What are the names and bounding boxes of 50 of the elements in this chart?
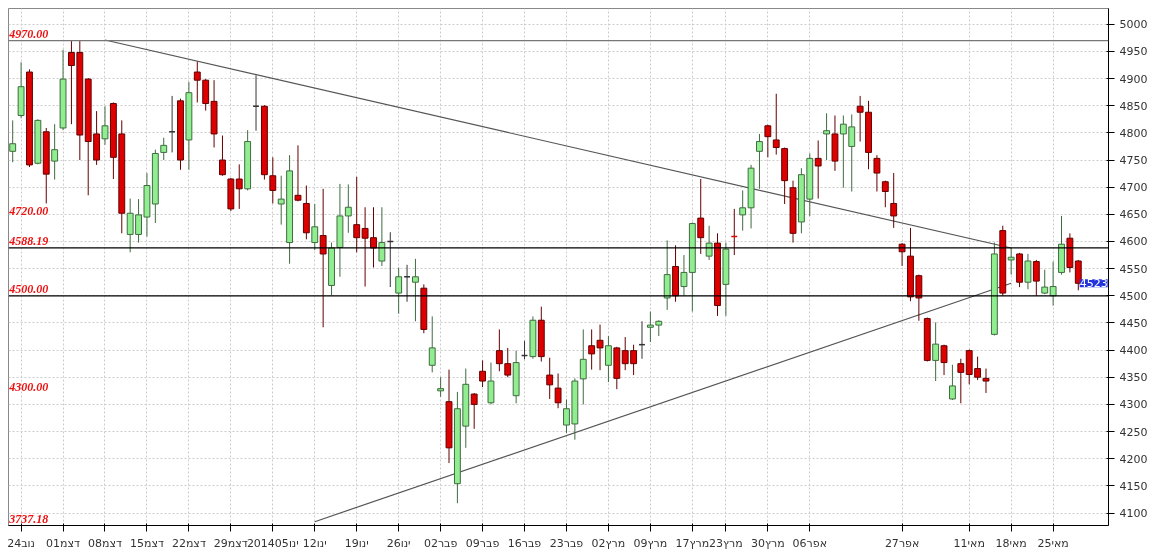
x-tick-label: 27אפר [884, 536, 920, 550]
x-tick-label: 16פבר [507, 536, 542, 550]
y-tick-label: 4150 [1119, 479, 1148, 493]
y-tick-label: 4800 [1119, 126, 1148, 140]
x-tick-label: 11מאי [953, 536, 985, 550]
x-tick-label: 17מרץ [675, 536, 710, 550]
x-tick-label: 19ינו [344, 536, 369, 550]
x-tick-label: 23מרץ [709, 536, 743, 550]
y-tick-label: 4100 [1119, 507, 1148, 521]
y-tick-label: 4900 [1119, 72, 1148, 86]
x-tick-label: 15דצמ [129, 536, 164, 550]
y-tick-label: 4450 [1119, 316, 1148, 330]
x-tick-label: 25מאי [1037, 536, 1069, 550]
x-tick-label: 22דצמ [171, 536, 206, 550]
annotation: 4523 [1079, 277, 1108, 291]
x-tick-label: 02מרץ [591, 536, 626, 550]
y-tick-label: 4750 [1119, 154, 1148, 168]
x-tick-label: 24נוב [7, 536, 35, 550]
annotation: 4720.00 [8, 203, 49, 218]
y-tick-label: 4650 [1119, 208, 1148, 222]
y-tick-label: 5000 [1119, 18, 1148, 32]
y-tick-label: 4200 [1119, 452, 1148, 466]
y-tick-label: 4600 [1119, 235, 1148, 249]
y-tick-label: 4550 [1119, 262, 1148, 276]
x-tick-label: 201405ינו [246, 536, 299, 550]
x-tick-label: 30מרץ [751, 536, 785, 550]
x-tick-label: 29דצמ [213, 536, 248, 550]
ref-line-label: 4588.19 [8, 233, 49, 248]
ref-line-label: 4500.00 [8, 281, 49, 296]
annotation: 4300.00 [8, 379, 49, 394]
x-tick-label: 01דצמ [46, 536, 81, 550]
x-tick-label: 12ינו [302, 536, 327, 550]
x-tick-label: 26ינו [386, 536, 411, 550]
x-tick-label: 06אפר [792, 536, 828, 550]
y-tick-label: 4500 [1119, 289, 1148, 303]
y-tick-label: 4400 [1119, 344, 1148, 358]
x-tick-label: 18מאי [995, 536, 1027, 550]
x-tick-label: 08דצמ [87, 536, 123, 550]
y-tick-label: 4300 [1119, 398, 1148, 412]
x-tick-label: 09מרץ [633, 536, 668, 550]
ref-line-label: 4970.00 [8, 26, 49, 41]
y-tick-label: 4250 [1119, 425, 1148, 439]
y-tick-label: 4350 [1119, 371, 1148, 385]
annotation: 3737.18 [8, 511, 49, 526]
x-tick-label: 02פבר [423, 536, 458, 550]
y-tick-label: 4950 [1119, 45, 1148, 59]
x-tick-label: 09פבר [465, 536, 500, 550]
y-tick-label: 4850 [1119, 99, 1148, 113]
y-tick-label: 4700 [1119, 181, 1148, 195]
x-tick-label: 23פבר [549, 536, 584, 550]
